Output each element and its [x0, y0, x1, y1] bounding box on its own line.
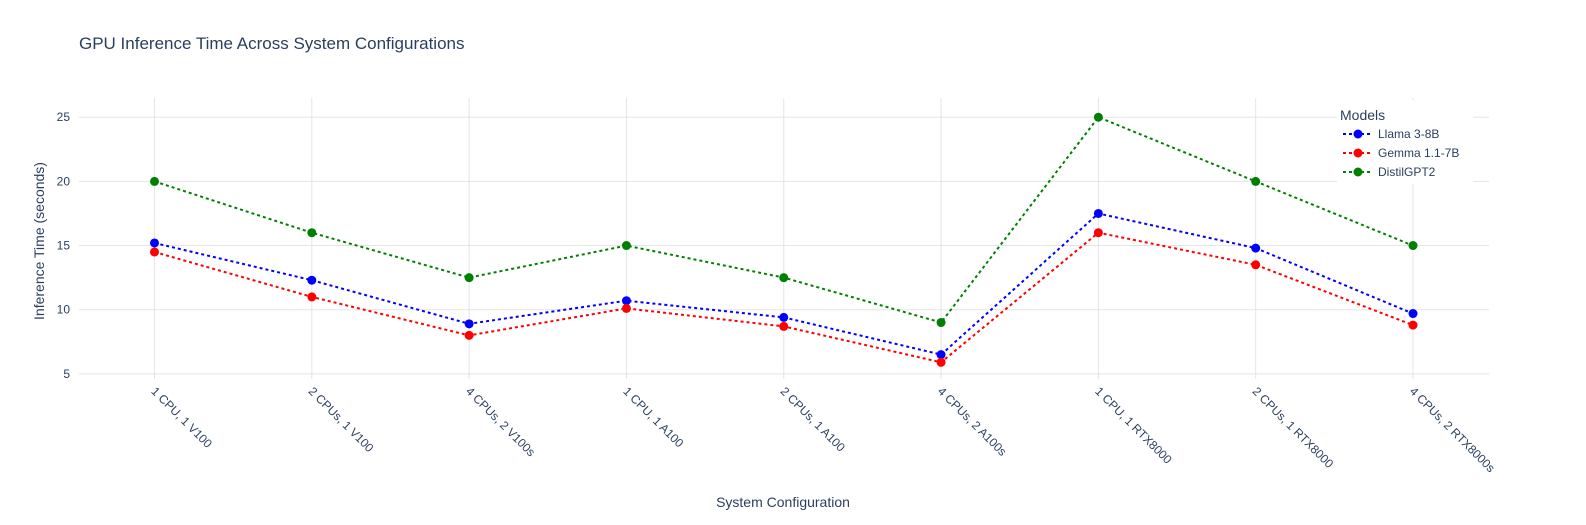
data-point [1093, 228, 1103, 238]
data-point [150, 238, 159, 248]
data-point [150, 176, 159, 186]
data-point [150, 247, 159, 257]
legend-marker [1353, 129, 1363, 139]
data-point [1251, 176, 1261, 186]
data-point [621, 303, 631, 313]
data-point [936, 350, 946, 360]
x-tick-label: 4 CPUs, 2 RTX8000s [1407, 384, 1498, 475]
x-tick-label: 1 CPU, 1 V100 [148, 384, 215, 451]
data-point [779, 312, 789, 322]
data-point [1408, 309, 1418, 319]
data-point [1408, 241, 1418, 251]
legend-label: DistilGPT2 [1378, 165, 1436, 179]
data-point [1408, 320, 1418, 330]
y-tick-label: 10 [57, 303, 71, 317]
data-point [464, 273, 474, 283]
x-axis-ticks: 1 CPU, 1 V100 2 CPUs, 1 V100 4 CPUs, 2 V10… [148, 384, 1497, 475]
x-tick-label: 4 CPUs, 2 V100s [463, 384, 538, 459]
data-point [621, 241, 631, 251]
data-point [464, 319, 474, 329]
series-markers [150, 112, 1418, 367]
x-tick-label: 2 CPUs, 1 A100 [778, 384, 849, 455]
data-point [1093, 208, 1103, 218]
data-point [1093, 112, 1103, 122]
data-point [779, 321, 789, 331]
data-point [936, 357, 946, 367]
legend-marker [1353, 148, 1363, 158]
legend-label: Gemma 1.1-7B [1378, 146, 1459, 160]
legend: Models Llama 3-8B Gemma 1.1-7B DistilGPT2 [1337, 100, 1473, 184]
data-point [307, 292, 317, 302]
data-point [1251, 243, 1261, 253]
y-axis-ticks: 5 10 15 20 25 [57, 110, 71, 381]
x-tick-label: 2 CPUs, 1 V100 [306, 384, 377, 455]
data-point [621, 296, 631, 306]
data-point [307, 275, 317, 285]
x-tick-label: 1 CPU, 1 RTX8000 [1092, 384, 1175, 467]
data-point [936, 318, 946, 328]
legend-label: Llama 3-8B [1378, 127, 1439, 141]
x-tick-label: 4 CPUs, 2 A100s [935, 384, 1010, 459]
chart-title: GPU Inference Time Across System Configu… [79, 34, 465, 53]
y-tick-label: 25 [57, 110, 71, 124]
y-axis-title: Inference Time (seconds) [31, 162, 47, 320]
data-point [464, 330, 474, 340]
legend-items: Llama 3-8B Gemma 1.1-7B DistilGPT2 [1343, 127, 1459, 179]
x-tick-label: 2 CPUs, 1 RTX8000 [1250, 384, 1337, 471]
y-tick-label: 15 [57, 239, 71, 253]
x-tick-label: 1 CPU, 1 A100 [620, 384, 686, 450]
legend-title: Models [1340, 107, 1385, 123]
grid-lines [79, 98, 1489, 379]
data-point [779, 273, 789, 283]
data-point [1251, 260, 1261, 270]
legend-marker [1353, 167, 1363, 177]
data-point [307, 228, 317, 238]
y-tick-label: 20 [57, 174, 71, 188]
x-axis-title: System Configuration [716, 494, 850, 510]
y-tick-label: 5 [63, 367, 70, 381]
